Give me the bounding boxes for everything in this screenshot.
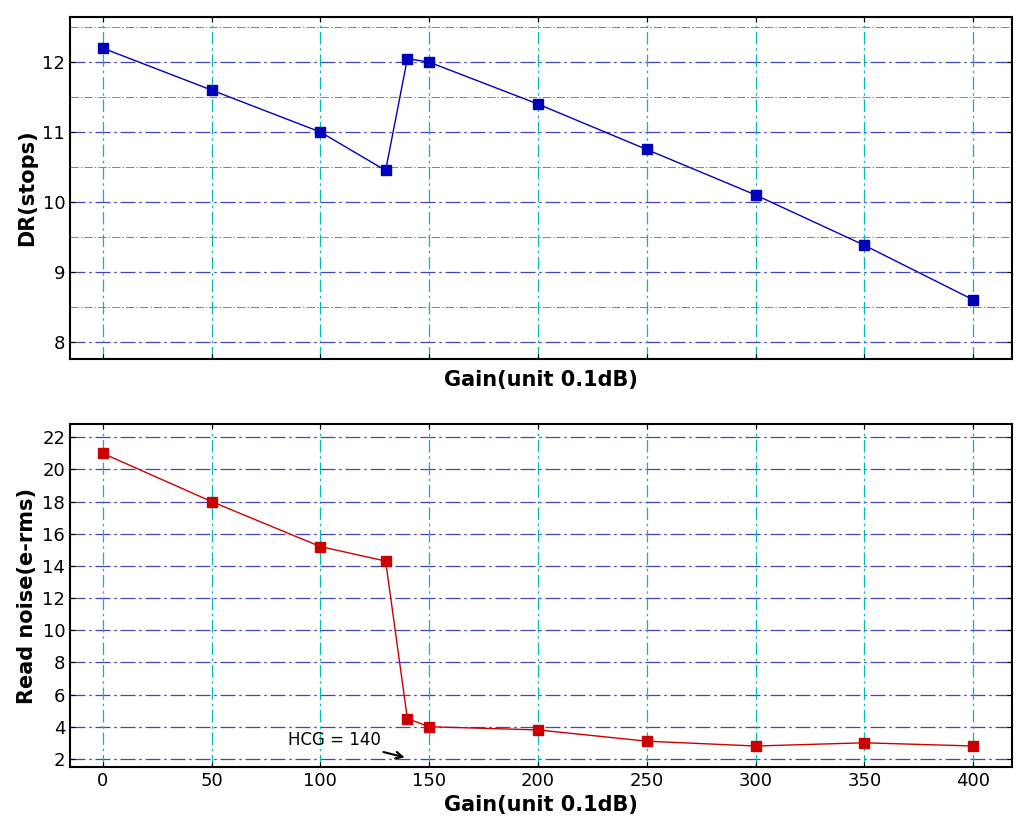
Y-axis label: DR(stops): DR(stops) — [16, 130, 37, 246]
Text: HCG = 140: HCG = 140 — [288, 730, 402, 759]
X-axis label: Gain(unit 0.1dB): Gain(unit 0.1dB) — [445, 369, 638, 389]
Y-axis label: Read noise(e-rms): Read noise(e-rms) — [16, 488, 37, 704]
X-axis label: Gain(unit 0.1dB): Gain(unit 0.1dB) — [445, 795, 638, 815]
